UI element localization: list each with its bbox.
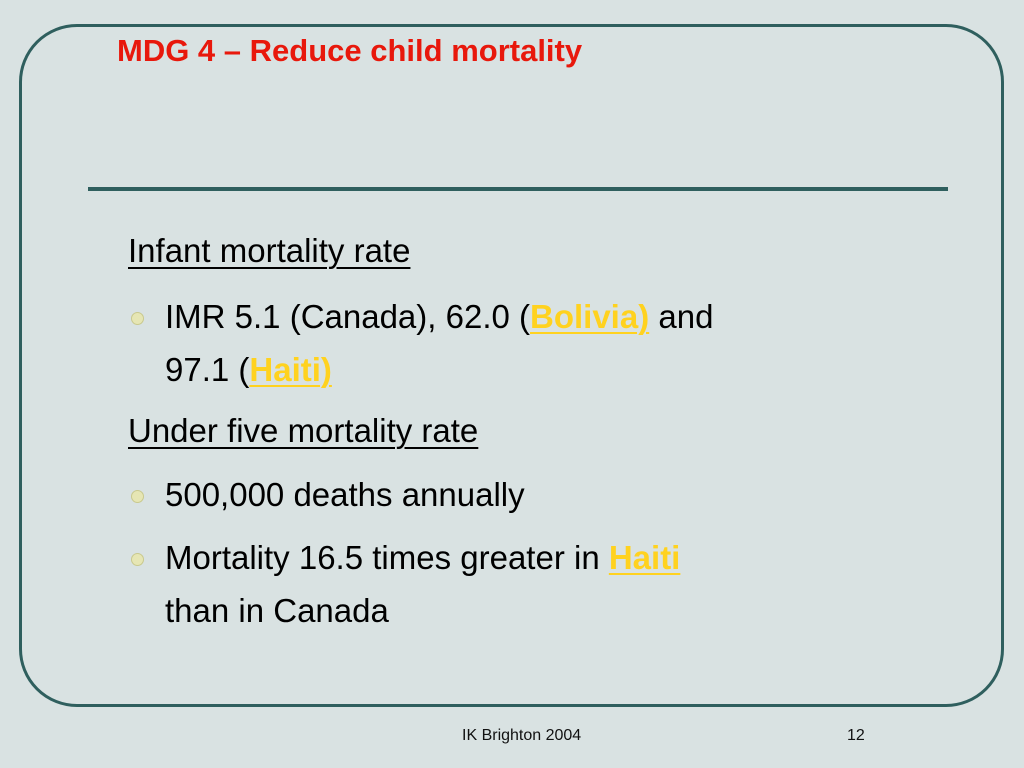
under-five-heading: Under five mortality rate bbox=[128, 412, 479, 449]
slide-title: MDG 4 – Reduce child mortality bbox=[117, 33, 583, 68]
bullet-icon bbox=[131, 553, 144, 566]
haiti-link[interactable]: Haiti) bbox=[249, 351, 332, 388]
imr-and: and bbox=[649, 298, 714, 335]
bolivia-link[interactable]: Bolivia) bbox=[530, 298, 650, 335]
mortality-bullet-line1: Mortality 16.5 times greater in Haiti bbox=[165, 535, 680, 581]
infant-mortality-heading: Infant mortality rate bbox=[128, 232, 411, 269]
page-number: 12 bbox=[847, 727, 865, 744]
slide-frame bbox=[19, 24, 1004, 707]
imr-text: IMR 5.1 (Canada), 62.0 ( bbox=[165, 298, 530, 335]
imr-haiti-prefix: 97.1 ( bbox=[165, 351, 250, 388]
imr-bullet-line1: IMR 5.1 (Canada), 62.0 (Bolivia) and bbox=[165, 294, 713, 340]
bullet-icon bbox=[131, 490, 144, 503]
mortality-text: Mortality 16.5 times greater in bbox=[165, 539, 609, 576]
haiti-link-2[interactable]: Haiti bbox=[608, 539, 681, 576]
deaths-bullet: 500,000 deaths annually bbox=[165, 476, 525, 513]
mortality-bullet-line2: than in Canada bbox=[165, 592, 389, 629]
footer-text: IK Brighton 2004 bbox=[462, 727, 582, 744]
bullet-icon bbox=[131, 312, 144, 325]
imr-bullet-line2: 97.1 (Haiti) bbox=[165, 347, 332, 393]
title-divider bbox=[88, 187, 948, 191]
